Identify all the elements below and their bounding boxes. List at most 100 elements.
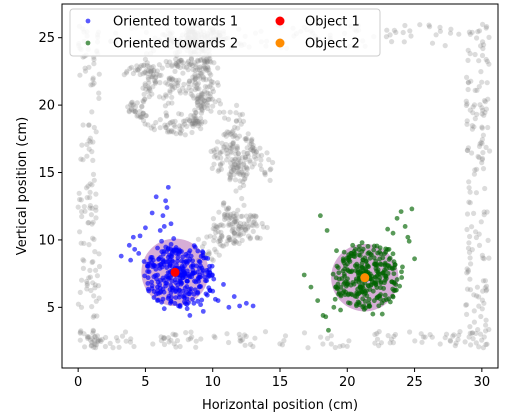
background-point [463,302,469,308]
background-point [211,60,217,66]
background-point [235,125,241,131]
background-point [191,82,197,88]
background-point [241,332,248,338]
series-point-1 [163,244,169,250]
background-point [195,73,201,79]
background-point [159,65,165,71]
background-point [211,238,217,244]
background-point [148,65,155,71]
background-point [213,146,219,152]
background-point [86,64,92,70]
background-point [227,160,234,166]
background-point [86,275,92,281]
background-point [241,176,247,182]
background-point [188,61,194,67]
background-point [157,117,163,123]
background-point [79,209,85,215]
background-point [417,22,423,28]
background-point [140,111,146,117]
background-point [243,164,249,170]
series-point-1 [175,255,181,261]
background-point [148,125,154,131]
background-point [208,59,214,65]
background-point [240,170,246,176]
background-point [115,338,121,344]
background-point [78,304,85,310]
background-point [240,162,246,168]
background-point [474,35,480,41]
background-point [189,129,195,136]
background-point [217,101,223,107]
background-point [90,327,96,333]
background-point [478,313,484,320]
background-point [191,60,197,66]
background-point [207,94,213,100]
series-point-2 [356,270,361,276]
series-point-1 [177,248,183,254]
background-point [207,91,213,97]
background-point [169,62,175,68]
background-point [191,95,197,101]
object-2-marker [360,273,370,283]
background-point [231,230,237,236]
background-point [211,234,217,240]
background-point [139,104,145,110]
series-point-1 [183,252,189,257]
background-point [80,157,86,163]
background-point [197,70,203,76]
series-point-1 [203,278,208,284]
background-point [244,150,250,156]
background-point [481,212,487,218]
background-point [236,133,243,139]
background-point [198,94,204,100]
background-point [246,218,252,224]
background-point [126,108,132,114]
background-point [137,71,143,78]
series-point-1 [165,184,171,190]
background-point [477,331,484,337]
background-point [270,159,276,166]
background-point [267,177,273,183]
background-point [192,107,198,113]
background-point [194,96,200,102]
background-point [174,338,181,344]
background-point [142,96,148,102]
background-point [86,219,92,226]
background-point [94,273,100,279]
series-point-1 [204,292,210,298]
background-point [124,68,130,74]
background-point [372,340,378,346]
background-point [226,222,232,228]
background-point [227,175,233,181]
background-point [97,337,103,343]
series-point-1 [141,259,147,264]
background-point [183,330,189,336]
background-point [236,157,242,163]
background-point [236,169,242,175]
background-point [95,337,101,343]
background-point [251,219,257,226]
background-point [234,169,240,175]
background-point [198,103,204,109]
background-point [211,161,217,167]
background-point [464,121,470,127]
background-point [85,183,91,189]
series-point-1 [159,299,165,305]
background-point [200,91,206,97]
background-point [196,65,202,71]
background-point [442,43,448,49]
background-point [210,257,216,263]
background-point [401,39,407,45]
background-point [208,108,214,114]
background-point [473,234,479,241]
background-point [427,332,433,338]
background-point [218,234,225,240]
series-point-2 [346,255,352,261]
series-point-1 [202,274,207,280]
background-point [473,293,480,299]
background-point [89,205,95,211]
background-point [259,152,265,158]
background-point [268,166,274,172]
series-point-1 [163,283,169,289]
background-point [252,335,258,341]
